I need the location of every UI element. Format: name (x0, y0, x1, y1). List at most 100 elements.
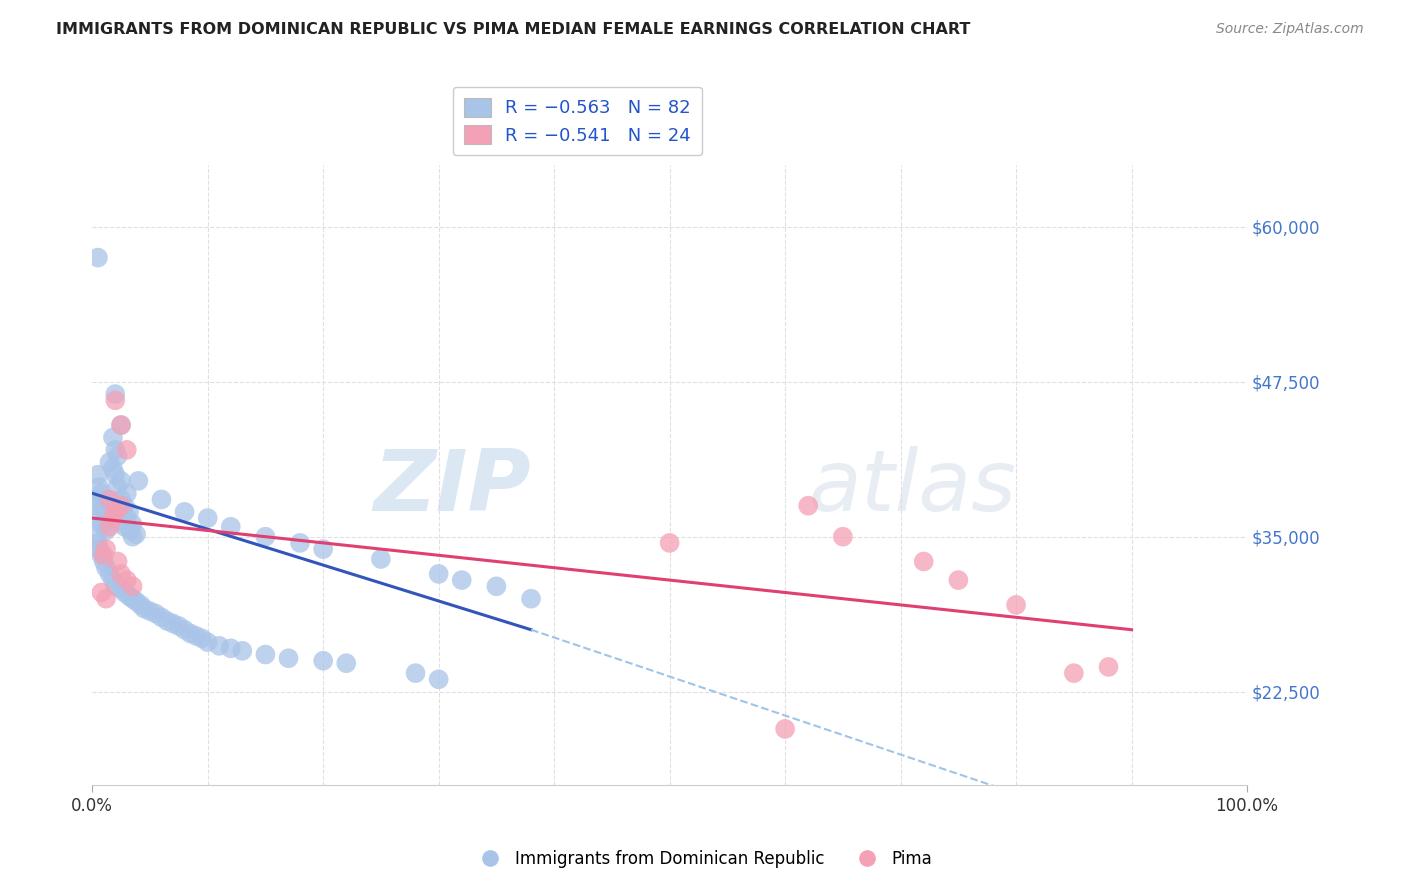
Point (167, 619, 190, 633)
Point (405, 666, 427, 681)
Point (104, 467, 127, 482)
Point (127, 474, 149, 488)
Point (1097, 660, 1119, 674)
Point (179, 626, 201, 640)
Point (115, 573, 138, 587)
Point (110, 492, 132, 507)
Point (912, 554, 935, 568)
Point (94, 542, 117, 557)
Text: ZIP: ZIP (374, 446, 531, 529)
Legend: R = −0.563   N = 82, R = −0.541   N = 24: R = −0.563 N = 82, R = −0.541 N = 24 (453, 87, 702, 155)
Point (129, 598, 152, 612)
Point (98, 505, 121, 519)
Point (90, 549, 112, 563)
Point (87, 251, 110, 265)
Point (773, 722, 796, 736)
Point (115, 442, 138, 457)
Text: atlas: atlas (808, 446, 1017, 529)
Point (485, 579, 508, 593)
Point (118, 589, 141, 603)
Point (1005, 598, 1028, 612)
Point (110, 566, 132, 581)
Point (101, 461, 124, 475)
Point (277, 651, 299, 665)
Point (114, 499, 136, 513)
Point (87, 542, 110, 557)
Point (101, 511, 124, 525)
Point (98, 566, 121, 581)
Point (150, 492, 173, 507)
Point (219, 520, 242, 534)
Point (84, 511, 107, 525)
Point (450, 573, 472, 587)
Point (86, 492, 108, 507)
Point (107, 554, 129, 568)
Point (219, 641, 242, 656)
Point (110, 582, 132, 596)
Point (104, 387, 127, 401)
Point (254, 530, 277, 544)
Point (94, 560, 117, 574)
Point (93, 502, 115, 516)
Point (156, 614, 179, 628)
Point (114, 585, 136, 599)
Point (104, 505, 127, 519)
Point (93, 549, 115, 563)
Point (427, 566, 450, 581)
Point (121, 530, 143, 544)
Text: Source: ZipAtlas.com: Source: ZipAtlas.com (1216, 22, 1364, 37)
Point (86, 530, 108, 544)
Point (162, 616, 184, 631)
Point (104, 579, 127, 593)
Point (115, 511, 138, 525)
Point (104, 442, 127, 457)
Point (125, 527, 148, 541)
Point (93, 554, 115, 568)
Point (831, 530, 853, 544)
Legend: Immigrants from Dominican Republic, Pima: Immigrants from Dominican Republic, Pima (467, 844, 939, 875)
Point (114, 520, 136, 534)
Point (84, 499, 107, 513)
Point (312, 542, 335, 557)
Point (107, 449, 129, 463)
Point (335, 656, 357, 670)
Point (110, 418, 132, 433)
Point (121, 517, 143, 532)
Point (658, 536, 681, 550)
Point (173, 623, 195, 637)
Point (118, 505, 141, 519)
Point (94, 492, 117, 507)
Point (184, 629, 207, 643)
Point (208, 639, 231, 653)
Point (87, 480, 110, 494)
Point (101, 508, 124, 522)
Point (115, 486, 138, 500)
Point (98, 492, 121, 507)
Point (100, 511, 122, 525)
Point (125, 594, 148, 608)
Point (139, 604, 162, 618)
Point (101, 430, 124, 444)
Point (110, 499, 132, 513)
Point (121, 591, 143, 606)
Point (1063, 666, 1085, 681)
Point (948, 573, 970, 587)
Point (90, 585, 112, 599)
Point (312, 654, 335, 668)
Point (197, 635, 219, 649)
Point (107, 480, 129, 494)
Point (145, 607, 167, 621)
Point (254, 648, 277, 662)
Point (370, 552, 392, 566)
Point (150, 610, 173, 624)
Text: IMMIGRANTS FROM DOMINICAN REPUBLIC VS PIMA MEDIAN FEMALE EARNINGS CORRELATION CH: IMMIGRANTS FROM DOMINICAN REPUBLIC VS PI… (56, 22, 970, 37)
Point (288, 536, 311, 550)
Point (120, 524, 142, 538)
Point (87, 536, 110, 550)
Point (101, 573, 124, 587)
Point (797, 499, 820, 513)
Point (197, 511, 219, 525)
Point (110, 418, 132, 433)
Point (107, 515, 129, 529)
Point (191, 632, 214, 646)
